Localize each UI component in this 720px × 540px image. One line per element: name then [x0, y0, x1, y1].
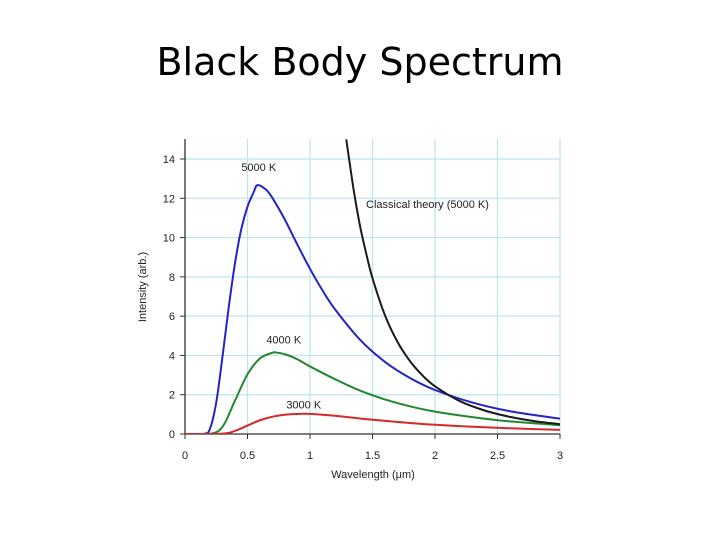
curve-label-3000-k: 3000 K — [286, 399, 322, 411]
series-line-classical-theory-5000-k — [345, 139, 560, 426]
series-line-4000-k — [185, 351, 560, 434]
series-group — [185, 139, 560, 434]
axes: 0 0.5 1 1.5 2 2.5 3 0 2 4 6 8 10 12 14 — [163, 139, 563, 462]
y-tick-label: 6 — [169, 311, 175, 323]
y-tick-label: 8 — [169, 272, 175, 284]
x-axis-title: Wavelength (μm) — [331, 469, 415, 481]
y-tick-label: 14 — [163, 154, 175, 166]
y-tick-label: 0 — [169, 429, 175, 441]
x-tick-label: 2 — [432, 450, 438, 462]
y-axis-title: Intensity (arb.) — [137, 252, 149, 322]
x-tick-label: 0 — [182, 450, 188, 462]
grid — [185, 139, 561, 434]
slide-title: Black Body Spectrum — [156, 40, 564, 84]
y-tick-label: 4 — [169, 350, 175, 362]
x-tick-label: 0.5 — [240, 450, 255, 462]
x-tick-label: 3 — [557, 450, 563, 462]
series-line-5000-k — [185, 184, 560, 434]
y-tick-label: 2 — [169, 390, 175, 402]
curve-label-5000-k: 5000 K — [241, 162, 277, 174]
y-tick-label: 12 — [163, 193, 175, 205]
x-tick-label: 1 — [307, 450, 313, 462]
series-line-3000-k — [185, 412, 560, 434]
curve-label-4000-k: 4000 K — [266, 335, 302, 347]
x-tick-label: 1.5 — [365, 450, 380, 462]
labels: 5000 K 4000 K 3000 K Classical theory (5000… — [241, 162, 489, 412]
curve-label-classical-theory-5000-k: Classical theory (5000 K) — [366, 199, 489, 211]
y-tick-label: 10 — [163, 233, 175, 245]
x-tick-label: 2.5 — [490, 450, 505, 462]
